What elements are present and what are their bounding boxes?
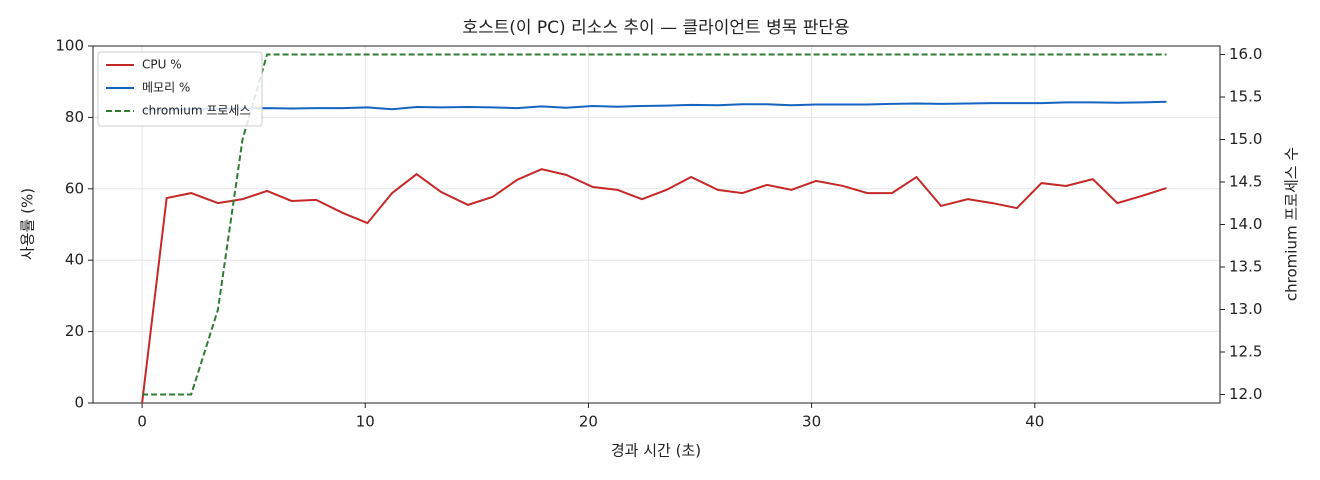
y2-tick-label: 15.5 [1229, 88, 1262, 106]
x-tick-label: 30 [802, 413, 821, 431]
y2-tick-label: 16.0 [1229, 45, 1262, 63]
y-tick-label: 60 [65, 179, 84, 197]
y2-tick-label: 12.0 [1229, 385, 1262, 403]
y2-tick-label: 14.5 [1229, 173, 1262, 191]
y-tick-label: 40 [65, 251, 84, 269]
legend-label: chromium 프로세스 [142, 104, 251, 118]
x-axis-label: 경과 시간 (초) [611, 442, 701, 460]
y-tick-label: 100 [55, 37, 84, 55]
y2-tick-label: 13.0 [1229, 300, 1262, 318]
series-line [142, 100, 1167, 112]
legend-box [97, 51, 263, 127]
y2-tick-label: 12.5 [1229, 343, 1262, 361]
legend-label: 메모리 % [142, 81, 190, 95]
y-tick-label: 0 [74, 394, 84, 412]
x-tick-label: 20 [579, 413, 598, 431]
chart-title: 호스트(이 PC) 리소스 추이 — 클라이언트 병목 판단용 [462, 18, 849, 38]
y-axis-label: 사용률 (%) [19, 188, 37, 260]
y-tick-label: 80 [65, 108, 84, 126]
series-line [141, 168, 1167, 404]
plot-frame [92, 45, 1221, 404]
y2-tick-label: 13.5 [1229, 258, 1262, 276]
legend-label: CPU % [142, 58, 182, 72]
x-tick-label: 0 [137, 413, 147, 431]
x-tick-label: 40 [1025, 413, 1044, 431]
y2-axis-label: chromium 프로세스 수 [1283, 147, 1301, 301]
y2-tick-label: 15.0 [1229, 130, 1262, 148]
x-tick-label: 10 [356, 413, 375, 431]
series-line [142, 53, 1167, 396]
y2-tick-label: 14.0 [1229, 215, 1262, 233]
y-tick-label: 20 [65, 322, 84, 340]
